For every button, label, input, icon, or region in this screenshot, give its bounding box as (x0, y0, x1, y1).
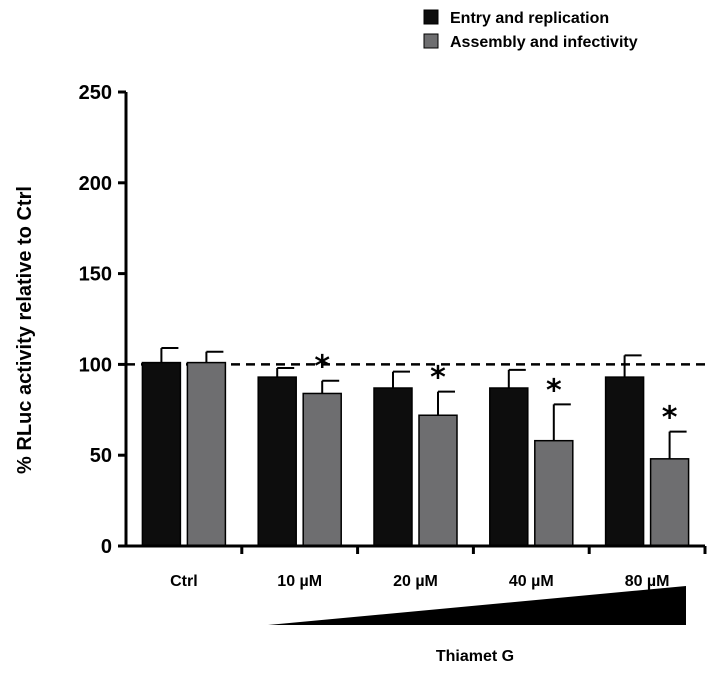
bar (186, 361, 227, 547)
bar (649, 458, 690, 547)
bars: * * * * (141, 347, 690, 547)
bar (604, 376, 645, 547)
legend-swatch (423, 33, 439, 49)
treatment-gradient (268, 586, 686, 625)
concentration-wedge (268, 586, 686, 625)
y-tick-label: 50 (90, 445, 112, 467)
legend: Entry and replication Assembly and infect… (423, 9, 638, 51)
legend-label: Assembly and infectivity (450, 34, 638, 51)
significance-star: * (314, 350, 330, 385)
legend-swatch (423, 9, 439, 25)
significance-star: * (430, 361, 446, 396)
x-category-label: 10 µM (277, 573, 322, 590)
y-tick-label: 250 (79, 82, 112, 104)
bar (373, 387, 413, 547)
x-category-label: 20 µM (393, 573, 438, 590)
y-axis-title: % RLuc activity relative to Ctrl (14, 186, 36, 474)
bar (302, 392, 342, 547)
x-axis: Ctrl 10 µM 20 µM 40 µM 80 µM (126, 544, 707, 590)
bar (489, 387, 529, 547)
bar (141, 361, 182, 547)
bar (534, 439, 574, 547)
legend-label: Entry and replication (450, 10, 609, 27)
y-tick-label: 200 (79, 173, 112, 195)
bar (257, 376, 297, 547)
significance-star: * (662, 401, 678, 436)
bar (418, 414, 458, 547)
y-tick-label: 150 (79, 264, 112, 286)
x-category-label: 80 µM (625, 573, 670, 590)
significance-star: * (546, 373, 562, 408)
x-category-label: 40 µM (509, 573, 554, 590)
treatment-label: Thiamet G (436, 648, 514, 665)
y-tick-label: 0 (101, 536, 112, 558)
y-tick-label: 100 (79, 354, 112, 376)
y-axis: 0 50 100 150 200 250 (79, 82, 128, 558)
x-category-label: Ctrl (170, 573, 198, 590)
